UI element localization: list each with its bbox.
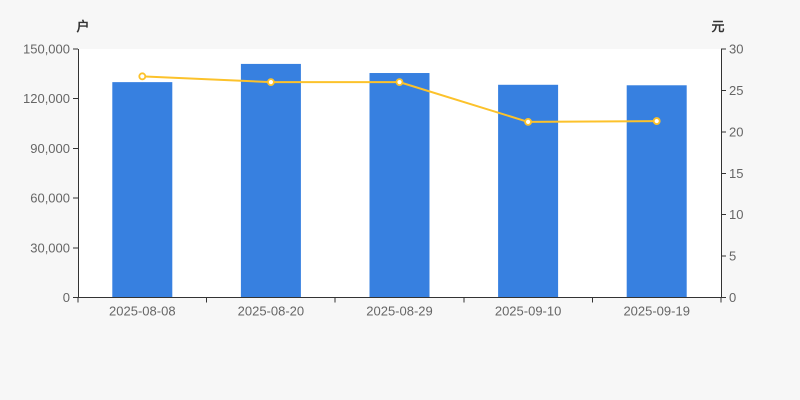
right-axis-tick-label: 0 xyxy=(729,290,736,305)
bar-2025-09-19[interactable] xyxy=(626,85,687,298)
line-point-2025-09-10[interactable] xyxy=(524,117,532,126)
x-axis-category-label: 2025-08-29 xyxy=(366,304,433,319)
right-axis-name: 元 xyxy=(711,19,724,34)
left-axis-tick-label: 150,000 xyxy=(23,42,70,57)
line-series-layer xyxy=(138,72,661,126)
bar-2025-08-29[interactable] xyxy=(369,73,430,298)
bar-2025-08-08[interactable] xyxy=(112,82,173,298)
bar-2025-08-20[interactable] xyxy=(240,63,301,298)
bar-series-layer xyxy=(112,63,687,298)
right-axis-tick-label: 15 xyxy=(729,166,743,181)
left-axis-tick-label: 90,000 xyxy=(30,141,70,156)
x-axis-category-label: 2025-08-20 xyxy=(238,304,305,319)
axes-layer: 0 30,000 60,000 90,000 120,000 150,000 0 5 10 15 2… xyxy=(23,42,743,319)
x-axis-category-label: 2025-09-19 xyxy=(623,304,690,319)
line-point-2025-08-20[interactable] xyxy=(266,78,275,87)
left-axis-tick-label: 0 xyxy=(63,290,70,305)
right-axis-tick-label: 10 xyxy=(729,207,743,222)
left-axis-tick-label: 120,000 xyxy=(23,91,70,106)
left-axis-tick-label: 60,000 xyxy=(30,191,70,206)
line-point-2025-08-29[interactable] xyxy=(395,78,404,87)
left-axis-name: 户 xyxy=(76,19,89,34)
line-point-2025-09-19[interactable] xyxy=(652,117,661,125)
x-axis-category-label: 2025-08-08 xyxy=(109,304,176,319)
line-point-2025-08-08[interactable] xyxy=(138,72,147,81)
bar-2025-09-10[interactable] xyxy=(498,84,559,298)
right-axis-tick-label: 20 xyxy=(729,124,743,139)
x-axis-category-label: 2025-09-10 xyxy=(495,304,562,319)
right-axis-tick-label: 30 xyxy=(729,42,743,57)
right-axis-tick-label: 25 xyxy=(729,83,743,98)
left-axis-tick-label: 30,000 xyxy=(30,240,70,255)
right-axis-tick-label: 5 xyxy=(729,249,736,264)
